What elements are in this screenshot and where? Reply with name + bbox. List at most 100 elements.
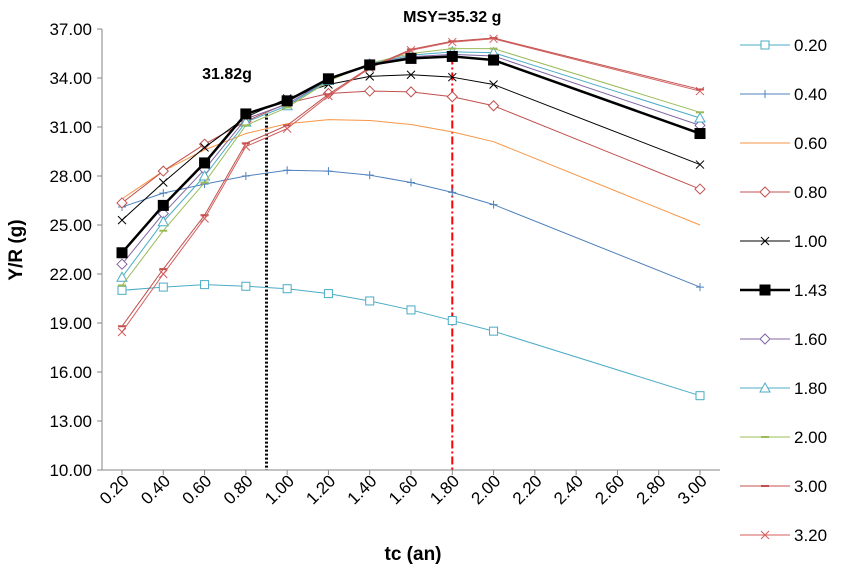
data-point-0.20 xyxy=(447,316,457,326)
data-point-1.00 xyxy=(158,178,168,187)
data-point-2.00 xyxy=(448,47,457,50)
legend-marker xyxy=(760,530,770,540)
y-axis-title: Y/R (g) xyxy=(6,219,27,280)
legend-label: 1.80 xyxy=(794,379,827,398)
legend-item-2.00: 2.00 xyxy=(740,428,827,447)
data-point-1.00 xyxy=(406,70,416,80)
data-point-1.00 xyxy=(695,160,705,169)
data-point-1.43 xyxy=(281,95,293,107)
legend: 0.20 0.40 0.60 0.80 1.00 1.43 1.60 1.80 2.00 3.00… xyxy=(740,36,827,545)
legend-item-3.20: 3.20 xyxy=(740,526,827,545)
data-point-0.40 xyxy=(489,200,498,209)
data-point-3.20 xyxy=(241,142,251,151)
data-point-0.40 xyxy=(200,180,209,189)
x-tick-label: 2.00 xyxy=(468,471,505,508)
x-tick-label: 0.80 xyxy=(220,471,257,508)
legend-label: 0.20 xyxy=(794,36,827,55)
data-point-3.00 xyxy=(159,268,168,271)
y-tick-label: 16.00 xyxy=(49,363,92,382)
data-point-0.40 xyxy=(365,171,374,180)
data-point-1.43 xyxy=(446,50,458,62)
x-tick-label: 0.40 xyxy=(137,471,174,508)
data-point-0.20 xyxy=(406,305,416,315)
data-point-1.60 xyxy=(116,258,128,270)
data-point-2.00 xyxy=(489,47,498,50)
data-point-1.00 xyxy=(117,215,127,225)
data-point-2.00 xyxy=(118,284,126,287)
data-point-1.80 xyxy=(157,215,170,227)
series-line-0.20 xyxy=(121,284,701,397)
legend-marker xyxy=(761,485,769,487)
data-point-0.40 xyxy=(696,283,704,292)
series-3.20 xyxy=(117,34,705,337)
data-point-3.00 xyxy=(241,142,250,145)
legend-item-0.40: 0.40 xyxy=(740,85,827,104)
legend-item-0.80: 0.80 xyxy=(740,183,827,202)
data-point-3.00 xyxy=(448,40,457,43)
series-0.40 xyxy=(118,166,704,292)
legend-marker xyxy=(759,381,771,393)
y-tick-label: 25.00 xyxy=(49,216,92,235)
data-point-1.00 xyxy=(365,72,375,81)
annotation-msy: MSY=35.32 g xyxy=(403,9,501,26)
x-tick-label: 3.00 xyxy=(674,471,711,508)
data-point-1.43 xyxy=(405,52,417,64)
data-point-0.20 xyxy=(323,289,333,299)
data-point-1.43 xyxy=(199,157,211,169)
x-tick-label: 0.20 xyxy=(96,471,133,508)
y-tick-label: 19.00 xyxy=(49,314,92,333)
plot-area: 10.00 13.00 16.00 19.00 22.00 25.00 28.00 31.00… xyxy=(49,20,720,508)
data-point-3.00 xyxy=(696,88,704,91)
legend-marker xyxy=(761,436,769,438)
data-point-1.43 xyxy=(322,73,334,85)
data-point-0.20 xyxy=(365,296,375,306)
data-point-2.00 xyxy=(159,229,168,232)
x-axis-title: tc (an) xyxy=(385,544,442,565)
legend-label: 1.00 xyxy=(794,232,827,251)
data-point-0.80 xyxy=(405,86,417,98)
legend-marker xyxy=(759,284,771,296)
data-point-1.43 xyxy=(364,59,376,71)
legend-item-1.43: 1.43 xyxy=(740,281,827,300)
data-point-1.00 xyxy=(489,80,498,89)
x-tick-label: 1.00 xyxy=(261,471,298,508)
data-point-3.00 xyxy=(200,214,209,217)
legend-label: 0.80 xyxy=(794,183,827,202)
data-point-3.20 xyxy=(695,86,705,96)
legend-item-0.60: 0.60 xyxy=(740,134,827,153)
data-point-3.00 xyxy=(118,325,126,328)
data-point-0.80 xyxy=(198,138,211,150)
legend-label: 1.43 xyxy=(794,281,827,300)
legend-marker xyxy=(759,333,771,345)
data-point-1.80 xyxy=(694,111,706,123)
y-tick-label: 37.00 xyxy=(49,20,92,39)
legend-label: 0.60 xyxy=(794,134,827,153)
x-tick-label: 1.20 xyxy=(302,471,339,508)
x-tick-label: 2.60 xyxy=(591,471,628,508)
data-point-3.20 xyxy=(489,34,498,44)
data-point-0.20 xyxy=(695,391,705,401)
series-0.60 xyxy=(121,119,701,226)
data-point-0.20 xyxy=(241,281,251,291)
y-tick-label: 28.00 xyxy=(49,167,92,186)
data-point-1.80 xyxy=(198,169,211,181)
legend-item-1.00: 1.00 xyxy=(740,232,827,251)
legend-marker xyxy=(760,40,770,50)
data-point-3.20 xyxy=(324,91,333,101)
x-tick-label: 1.60 xyxy=(385,471,422,508)
data-point-0.40 xyxy=(241,172,250,180)
y-tick-label: 22.00 xyxy=(49,265,92,284)
data-point-3.00 xyxy=(283,124,292,127)
data-point-3.00 xyxy=(489,36,498,39)
data-point-1.43 xyxy=(157,199,169,211)
data-point-2.00 xyxy=(696,111,704,114)
data-point-3.20 xyxy=(406,45,416,55)
series-line-0.40 xyxy=(121,169,701,288)
data-point-1.80 xyxy=(116,271,128,282)
data-point-0.20 xyxy=(158,282,168,292)
legend-marker xyxy=(759,186,771,198)
legend-label: 3.00 xyxy=(794,477,827,496)
data-point-3.20 xyxy=(117,327,127,337)
legend-label: 2.00 xyxy=(794,428,827,447)
